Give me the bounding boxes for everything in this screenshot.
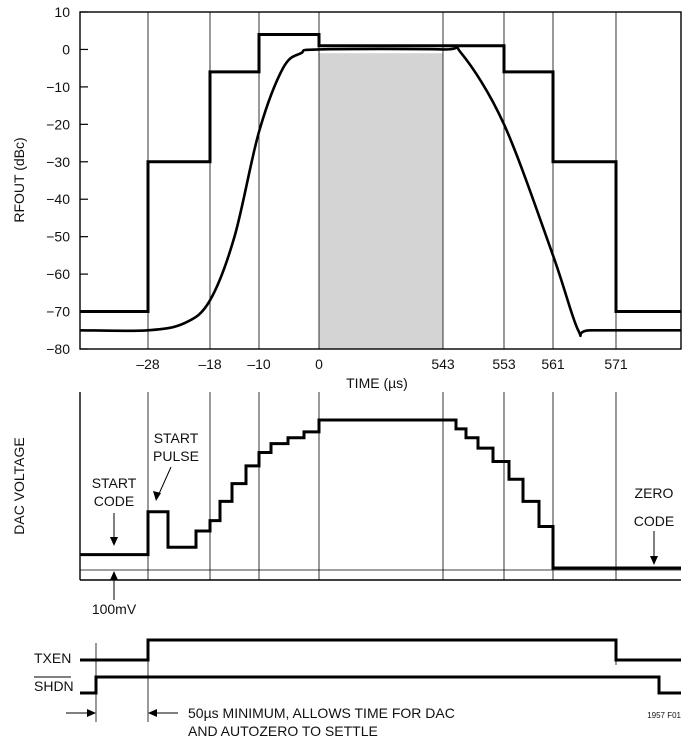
x-tick-label: 0 [315, 356, 323, 372]
dim-arrow-left-head [87, 709, 96, 717]
zero-code-arrowhead [650, 556, 658, 565]
baseline-arrowhead [110, 571, 118, 580]
x-tick-label: –18 [198, 356, 222, 372]
start-code-label-line2: CODE [94, 493, 134, 509]
y-tick-label: −70 [46, 304, 70, 320]
start-pulse-label-line2: PULSE [153, 448, 199, 464]
y-tick-label: −20 [46, 116, 70, 132]
y-tick-label: −60 [46, 266, 70, 282]
y-tick-label: −40 [46, 191, 70, 207]
x-tick-label: 561 [541, 356, 565, 372]
start-code-arrowhead [110, 537, 118, 546]
y-axis-label: RFOUT (dBc) [11, 137, 27, 222]
y-tick-label: −10 [46, 79, 70, 95]
start-pulse-label-line1: START [154, 430, 199, 446]
rf-output-curve [79, 45, 681, 338]
start-pulse-arrowhead [153, 491, 161, 501]
x-axis-label: TIME (µs) [346, 375, 408, 391]
shdn-label: SHDN [34, 678, 74, 694]
start-code-label-line1: START [92, 475, 137, 491]
figure-id: 1957 F01 [647, 711, 681, 720]
y-tick-label: 0 [62, 41, 70, 57]
y-tick-label: −50 [46, 229, 70, 245]
dac-voltage-series [80, 418, 681, 570]
dac-voltage-chart: DAC VOLTAGE START CODE START PULSE ZERO … [11, 392, 681, 617]
dim-arrow-right-head [148, 709, 157, 717]
rfout-chart: 10 0 −10 −20 −30 −40 −50 −60 −70 −80 –28 –18 –10 0 54… [11, 4, 682, 391]
zero-code-label-line2: CODE [634, 513, 674, 529]
start-pulse-arrow [157, 466, 172, 497]
rf-step-series [80, 32, 681, 314]
shdn-waveform [80, 675, 681, 695]
shaded-window [319, 53, 443, 349]
x-tick-label: 543 [431, 356, 455, 372]
txen-waveform [80, 638, 681, 662]
settle-note-line1: 50µs MINIMUM, ALLOWS TIME FOR DAC [188, 705, 455, 721]
y-tick-label: 10 [54, 4, 70, 20]
y-tick-label: −80 [46, 341, 70, 357]
zero-code-label-line1: ZERO [635, 485, 674, 501]
timing-diagram: TXEN SHDN 50µs MINIMUM, ALLOWS TIME FOR … [34, 638, 682, 739]
x-tick-label: 571 [604, 356, 628, 372]
baseline-label: 100mV [92, 601, 137, 617]
x-tick-label: –10 [247, 356, 271, 372]
plot-frame [79, 11, 682, 350]
settle-note-line2: AND AUTOZERO TO SETTLE [188, 723, 378, 739]
x-tick-label: 553 [492, 356, 516, 372]
dac-y-axis-label: DAC VOLTAGE [11, 437, 27, 535]
txen-label: TXEN [34, 650, 71, 666]
x-tick-label: –28 [136, 356, 160, 372]
y-tick-label: −30 [46, 154, 70, 170]
